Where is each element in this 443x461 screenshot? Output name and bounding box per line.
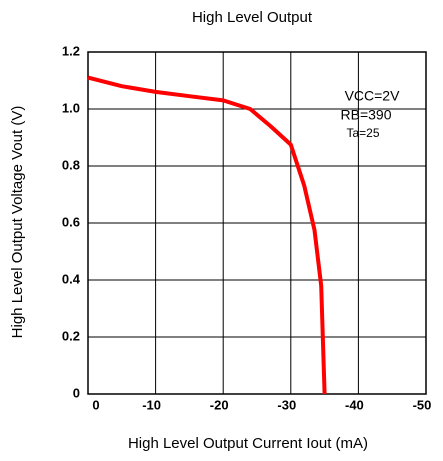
x-tick-label: -10 [142, 397, 161, 412]
x-tick-label: -20 [210, 397, 229, 412]
x-tick-label: 0 [92, 397, 99, 412]
y-tick-label: 0.8 [62, 157, 80, 172]
y-tick-label: 1.0 [62, 100, 80, 115]
annotation: VCC=2V [345, 88, 401, 104]
annotation: Ta=25 [346, 126, 379, 140]
y-tick-label: 1.2 [62, 43, 80, 58]
x-axis-label: High Level Output Current Iout (mA) [128, 435, 368, 452]
x-tick-label: -40 [345, 397, 364, 412]
x-tick-label: -50 [413, 397, 432, 412]
y-tick-label: 0 [73, 385, 80, 400]
y-tick-label: 0.4 [62, 271, 81, 286]
data-line [87, 75, 327, 395]
plot-frame [87, 51, 427, 395]
y-tick-label: 0.2 [62, 328, 80, 343]
x-tick-label: -30 [277, 397, 296, 412]
chart-title: High Level Output [192, 9, 313, 26]
y-tick-label: 0.6 [62, 214, 80, 229]
annotation: RB=390 [341, 107, 392, 123]
y-axis-label: High Level Output Voltage Vout (V) [9, 106, 26, 339]
